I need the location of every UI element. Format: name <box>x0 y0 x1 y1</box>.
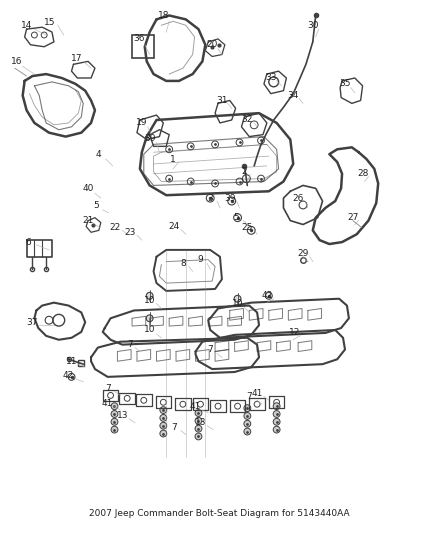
Text: 2007 Jeep Commander Bolt-Seat Diagram for 5143440AA: 2007 Jeep Commander Bolt-Seat Diagram fo… <box>88 509 350 518</box>
Text: 19: 19 <box>136 118 148 127</box>
Text: 7: 7 <box>247 392 252 401</box>
Text: 5: 5 <box>234 213 240 222</box>
Text: 32: 32 <box>242 116 253 125</box>
Text: 41: 41 <box>102 399 113 408</box>
Text: 29: 29 <box>297 249 309 259</box>
Circle shape <box>146 293 153 299</box>
Text: 9: 9 <box>198 255 203 264</box>
Text: 39: 39 <box>144 134 155 143</box>
Text: 40: 40 <box>82 184 94 193</box>
Circle shape <box>160 430 167 437</box>
Circle shape <box>111 410 118 417</box>
Circle shape <box>244 428 251 435</box>
Circle shape <box>273 410 280 417</box>
Text: 39: 39 <box>224 193 236 203</box>
Text: 8: 8 <box>180 259 186 268</box>
Text: 37: 37 <box>27 318 38 327</box>
Text: 3: 3 <box>207 193 213 203</box>
Text: 1: 1 <box>170 155 176 164</box>
Circle shape <box>195 433 202 440</box>
Text: 30: 30 <box>307 21 318 30</box>
Text: 28: 28 <box>357 169 368 178</box>
Text: 22: 22 <box>110 223 121 232</box>
Text: 31: 31 <box>216 96 228 105</box>
Circle shape <box>160 415 167 421</box>
Text: 6: 6 <box>26 238 32 247</box>
Text: 34: 34 <box>287 91 299 100</box>
Text: 42: 42 <box>261 292 272 300</box>
Circle shape <box>111 403 118 409</box>
Text: 12: 12 <box>289 328 300 337</box>
Circle shape <box>273 418 280 425</box>
Text: 35: 35 <box>339 79 351 88</box>
Text: 36: 36 <box>133 35 145 43</box>
Circle shape <box>244 421 251 427</box>
Text: 4: 4 <box>96 150 102 159</box>
Circle shape <box>244 405 251 411</box>
Text: 42: 42 <box>63 372 74 381</box>
Circle shape <box>195 425 202 432</box>
Text: 20: 20 <box>206 41 218 49</box>
Text: 5: 5 <box>93 201 99 211</box>
Circle shape <box>273 426 280 433</box>
Circle shape <box>244 413 251 419</box>
Text: 25: 25 <box>242 223 253 232</box>
Circle shape <box>111 426 118 433</box>
Text: 11: 11 <box>66 357 77 366</box>
Text: 14: 14 <box>21 21 32 30</box>
Text: 10: 10 <box>144 296 155 305</box>
Text: 7: 7 <box>207 345 213 354</box>
Text: 17: 17 <box>71 54 82 63</box>
Text: 27: 27 <box>347 213 358 222</box>
Circle shape <box>195 409 202 416</box>
Circle shape <box>146 315 153 322</box>
Text: 41: 41 <box>190 402 201 410</box>
Text: 7: 7 <box>105 384 110 393</box>
Text: 15: 15 <box>44 18 56 27</box>
Text: 26: 26 <box>293 193 304 203</box>
Text: 7: 7 <box>127 340 133 349</box>
Text: 16: 16 <box>11 57 23 66</box>
Text: 23: 23 <box>124 228 136 237</box>
Circle shape <box>160 407 167 414</box>
Circle shape <box>273 403 280 409</box>
Text: 21: 21 <box>82 216 94 225</box>
Text: 7: 7 <box>171 423 177 432</box>
Text: 13: 13 <box>195 418 206 427</box>
Text: 33: 33 <box>265 74 276 83</box>
Text: 13: 13 <box>117 411 128 421</box>
Text: 24: 24 <box>169 222 180 231</box>
Text: 10: 10 <box>144 326 155 335</box>
Circle shape <box>111 418 118 425</box>
Text: 41: 41 <box>251 389 263 398</box>
Circle shape <box>195 417 202 424</box>
Text: 2: 2 <box>242 167 247 176</box>
Text: 10: 10 <box>232 299 243 308</box>
Circle shape <box>160 422 167 429</box>
Text: 18: 18 <box>158 11 169 20</box>
Circle shape <box>234 295 241 302</box>
